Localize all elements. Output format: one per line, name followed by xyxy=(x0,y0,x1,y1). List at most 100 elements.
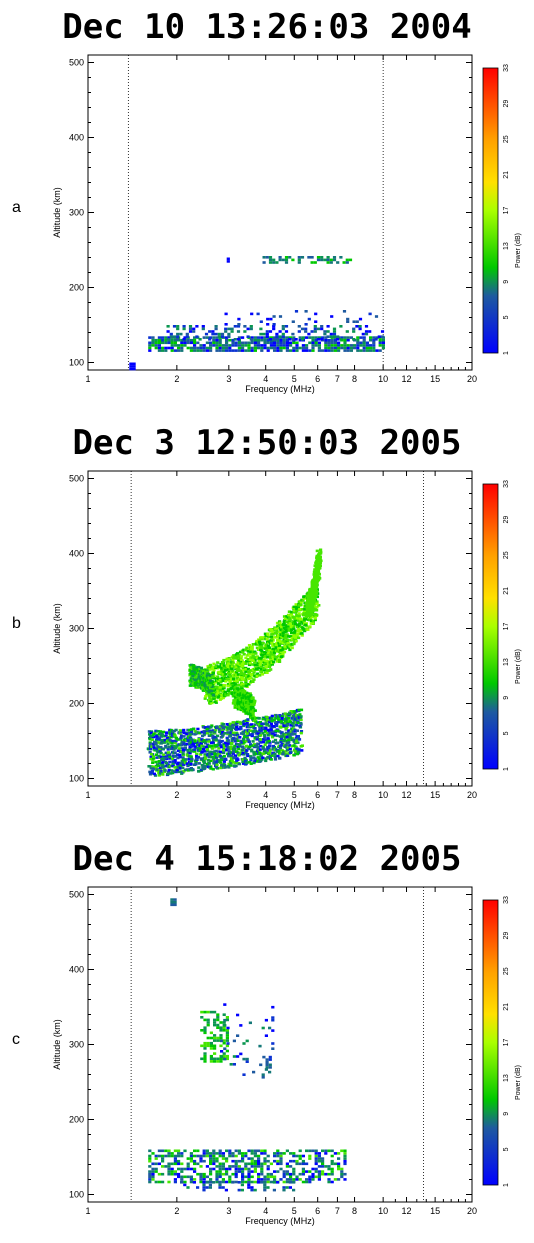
echo-cell xyxy=(313,592,317,596)
echo-cell xyxy=(148,1157,152,1160)
echo-cell xyxy=(231,723,235,727)
echo-cell xyxy=(202,1172,206,1176)
echo-cell xyxy=(321,349,325,352)
echo-cell xyxy=(231,341,235,345)
echo-cell xyxy=(155,737,159,741)
echo-cell xyxy=(301,622,305,625)
echo-cell xyxy=(147,765,151,768)
echo-cell xyxy=(293,621,297,624)
echo-cell xyxy=(157,761,162,764)
colorbar-tick-label: 1 xyxy=(503,767,510,771)
echo-cell xyxy=(178,753,182,757)
echo-cell xyxy=(288,720,292,723)
echo-cell xyxy=(189,346,193,350)
echo-cell xyxy=(257,338,261,342)
echo-cell xyxy=(284,261,289,264)
echo-cell xyxy=(148,751,152,754)
echo-cell xyxy=(289,1159,293,1163)
echo-cell xyxy=(259,738,263,741)
echo-cell xyxy=(260,338,264,342)
echo-cell xyxy=(247,650,251,653)
echo-cell xyxy=(281,652,285,655)
echo-cell xyxy=(164,760,168,764)
colorbar-tick-label: 5 xyxy=(503,731,510,735)
echo-cell xyxy=(238,707,242,710)
echo-cell xyxy=(266,1172,270,1176)
echo-cell xyxy=(250,717,255,720)
echo-cell xyxy=(230,655,234,659)
echo-cell xyxy=(294,746,298,749)
echo-cell xyxy=(210,681,214,685)
echo-cell xyxy=(237,349,241,352)
panel-title: Dec 4 15:18:02 2005 xyxy=(73,839,462,879)
echo-cell xyxy=(305,594,309,598)
echo-cell xyxy=(265,659,269,663)
echo-cell xyxy=(290,732,294,736)
echo-cell xyxy=(365,341,369,345)
echo-cell xyxy=(311,621,315,625)
echo-cell xyxy=(174,728,178,732)
echo-cell xyxy=(260,344,264,347)
echo-cell xyxy=(252,761,256,765)
echo-cell xyxy=(305,608,309,612)
echo-cell xyxy=(202,764,206,768)
echo-cell xyxy=(279,344,283,347)
echo-cell xyxy=(317,336,321,339)
echo-cell xyxy=(277,715,281,718)
echo-cell xyxy=(269,1162,273,1166)
echo-cell xyxy=(189,750,193,753)
echo-cell xyxy=(206,725,211,729)
echo-cell xyxy=(285,336,289,339)
echo-cell xyxy=(182,740,186,744)
echo-cell xyxy=(235,750,239,753)
x-axis-title: Frequency (MHz) xyxy=(245,1216,315,1226)
x-tick-label: 10 xyxy=(378,1206,388,1216)
echo-cell xyxy=(278,330,282,333)
echo-cell xyxy=(151,1178,155,1181)
echo-cell xyxy=(151,1167,155,1171)
echo-cell xyxy=(262,1055,266,1059)
echo-cell xyxy=(285,344,289,347)
echo-cell xyxy=(232,756,236,759)
echo-cell xyxy=(171,731,175,735)
echo-cell xyxy=(232,764,236,767)
echo-cell xyxy=(205,729,209,733)
echo-cell xyxy=(252,703,256,706)
echo-cell xyxy=(311,591,315,595)
echo-cell xyxy=(157,737,161,740)
echo-cell xyxy=(284,635,288,639)
echo-cell xyxy=(172,745,176,748)
echo-cell xyxy=(257,1157,261,1160)
echo-cell xyxy=(234,1180,238,1184)
echo-cell xyxy=(224,741,228,745)
echo-cell xyxy=(326,335,330,338)
echo-cell xyxy=(218,1181,222,1184)
echo-cell xyxy=(337,1165,341,1168)
echo-cell xyxy=(202,745,206,748)
echo-cell xyxy=(189,1180,193,1184)
echo-cell xyxy=(273,1159,277,1163)
echo-cell xyxy=(206,673,210,676)
echo-cell xyxy=(217,332,221,336)
echo-cell xyxy=(216,734,220,738)
echo-cell xyxy=(218,730,222,734)
echo-cell xyxy=(244,670,248,673)
echo-cell xyxy=(226,689,230,693)
echo-cell xyxy=(233,700,237,703)
echo-cell xyxy=(196,727,200,731)
echo-cell xyxy=(202,733,206,737)
echo-cell xyxy=(299,730,304,733)
echo-cell xyxy=(362,338,366,342)
y-tick-label: 500 xyxy=(69,890,84,900)
y-tick-label: 400 xyxy=(69,549,84,559)
echo-cell xyxy=(213,756,217,759)
echo-cell xyxy=(311,587,315,590)
echo-cell xyxy=(369,346,373,350)
echo-cell xyxy=(281,641,285,645)
colorbar-title: Power (dB) xyxy=(515,233,522,268)
echo-cell xyxy=(223,1047,227,1050)
echo-cell xyxy=(345,261,349,264)
echo-cell xyxy=(217,747,221,750)
echo-cell xyxy=(228,1165,232,1168)
echo-cell xyxy=(219,1034,223,1037)
